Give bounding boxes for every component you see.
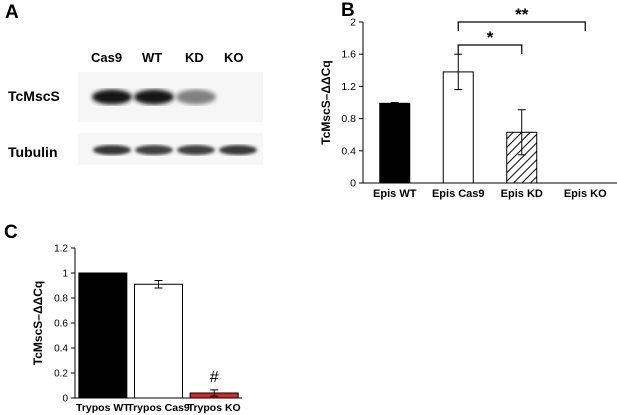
blot-band-tubulin xyxy=(135,145,173,155)
blot-band-tcmscs xyxy=(92,89,132,105)
bar xyxy=(379,102,411,184)
blot-band-tubulin xyxy=(93,145,131,155)
error-bar xyxy=(454,53,463,91)
y-tick-label: 0.2 xyxy=(54,369,68,380)
blot-image xyxy=(78,72,263,165)
blot-band-tubulin xyxy=(219,145,257,155)
y-tick-label: 0 xyxy=(62,394,68,405)
x-category-label: Epis KO xyxy=(564,188,607,200)
y-tick-label: 0.4 xyxy=(54,344,68,355)
x-category-label: Epis WT xyxy=(373,188,417,200)
bar xyxy=(442,71,474,184)
significance-bracket xyxy=(457,21,586,31)
error-bar xyxy=(517,109,526,156)
y-tick-label: 0.6 xyxy=(54,319,68,330)
panel-label-b: B xyxy=(341,0,355,21)
y-tick-label: 1.6 xyxy=(341,49,356,61)
x-category-label: Trypos KO xyxy=(188,402,241,414)
panel-label-c: C xyxy=(4,222,18,243)
lane-label-wt: WT xyxy=(142,50,163,65)
annotation-label: # xyxy=(210,369,219,386)
lane-label-ko: KO xyxy=(224,50,244,65)
y-tick-label: 0.4 xyxy=(341,145,356,157)
y-tick-label: 0 xyxy=(350,178,356,190)
y-tick-label: 1.2 xyxy=(54,244,68,255)
y-axis-label: TcMscS–ΔΔCq xyxy=(319,60,333,144)
x-category-label: Epis KD xyxy=(501,188,543,200)
western-blot-panel: Cas9 WT KD KO TcMscS Tubulin xyxy=(0,0,300,200)
blot-protein-label-tubulin: Tubulin xyxy=(8,144,58,160)
error-bar xyxy=(210,389,219,397)
significance-label: ** xyxy=(515,5,529,24)
x-category-label: Trypos Cas9 xyxy=(127,402,190,414)
error-bar xyxy=(390,102,399,105)
blot-protein-label-tcmscs: TcMscS xyxy=(8,88,60,104)
y-tick-label: 0.8 xyxy=(341,113,356,125)
bar xyxy=(78,272,128,399)
y-tick-label: 1 xyxy=(62,269,68,280)
blot-band-tubulin xyxy=(177,145,215,155)
significance-label: * xyxy=(487,28,494,47)
y-tick-label: 0.8 xyxy=(54,294,68,305)
significance-bracket xyxy=(457,44,523,54)
x-category-label: Epis Cas9 xyxy=(432,188,485,200)
bar xyxy=(134,283,183,399)
error-bar xyxy=(154,280,163,289)
blot-band-tcmscs xyxy=(134,89,174,105)
lane-label-kd: KD xyxy=(185,50,204,65)
y-axis-label: TcMscS–ΔΔCq xyxy=(31,281,45,365)
panel-label-a: A xyxy=(5,2,19,23)
lane-label-cas9: Cas9 xyxy=(91,50,123,65)
y-tick-label: 2 xyxy=(350,17,356,29)
x-category-label: Trypos WT xyxy=(76,402,130,414)
y-tick-label: 1.2 xyxy=(341,81,356,93)
blot-band-tcmscs xyxy=(176,89,216,105)
